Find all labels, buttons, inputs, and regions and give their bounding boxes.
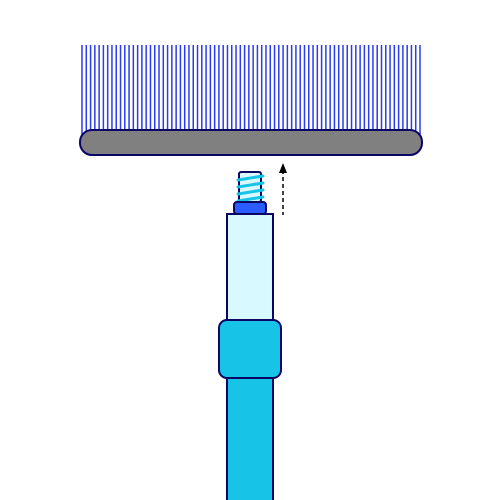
assembly-arrow-head bbox=[279, 163, 287, 173]
brush-bristles bbox=[82, 45, 420, 140]
collar-band bbox=[234, 202, 266, 214]
pole-grip bbox=[219, 320, 281, 378]
brush-base bbox=[80, 130, 422, 155]
pole-upper bbox=[227, 214, 273, 322]
pole-lower bbox=[227, 373, 273, 500]
